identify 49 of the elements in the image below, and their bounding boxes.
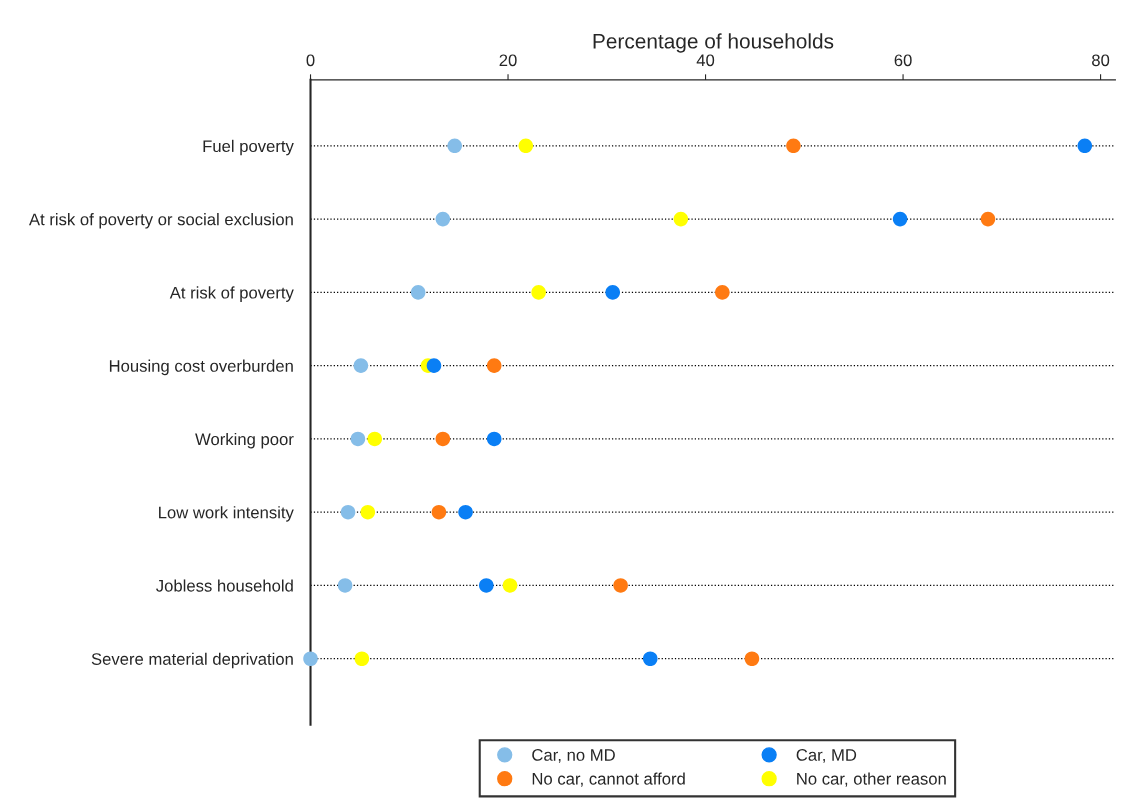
legend-label: No car, cannot afford: [532, 772, 685, 787]
point: [673, 211, 689, 227]
y-tick-label: Severe material deprivation: [91, 652, 293, 669]
point: [479, 578, 494, 593]
point: [340, 504, 356, 520]
point: [410, 285, 426, 300]
point: [337, 578, 353, 593]
point: [715, 285, 730, 300]
point: [431, 504, 447, 520]
point: [435, 211, 451, 227]
legend-label: Car, MD: [796, 749, 857, 763]
point: [980, 211, 996, 227]
point: [642, 651, 658, 667]
y-tick-label: Working poor: [195, 432, 294, 449]
y-tick-label: At risk of poverty: [169, 286, 294, 302]
point: [486, 358, 502, 373]
point: [354, 651, 370, 667]
x-axis-title: Percentage of households: [593, 33, 834, 53]
point: [458, 504, 473, 520]
point: [744, 651, 760, 667]
point: [613, 578, 628, 593]
y-tick-label: Fuel poverty: [203, 139, 294, 156]
point: [435, 431, 451, 447]
point: [367, 431, 382, 447]
point: [605, 285, 620, 300]
y-tick-label: At risk of poverty or social exclusion: [28, 213, 293, 229]
point: [303, 651, 318, 667]
x-tick-label: 40: [696, 54, 715, 67]
y-tick-label: Housing cost overburden: [109, 359, 293, 376]
point: [447, 138, 462, 154]
point: [518, 138, 534, 154]
point: [502, 578, 518, 593]
point: [531, 285, 546, 300]
y-tick-label: Jobless household: [156, 579, 293, 592]
point: [1077, 138, 1093, 154]
x-tick-label: 20: [499, 54, 517, 67]
point: [786, 138, 801, 154]
point: [486, 431, 502, 447]
x-tick-label: 60: [894, 54, 912, 67]
legend-label: Car, no MD: [532, 749, 615, 763]
point: [353, 358, 369, 373]
point: [892, 211, 908, 227]
x-tick-label: 80: [1092, 54, 1110, 67]
point: [350, 431, 366, 447]
y-tick-label: Low work intensity: [159, 506, 294, 522]
point: [360, 504, 376, 520]
legend-label: No car, other reason: [797, 772, 946, 787]
point: [426, 358, 442, 373]
x-tick-label: 0: [306, 54, 315, 67]
